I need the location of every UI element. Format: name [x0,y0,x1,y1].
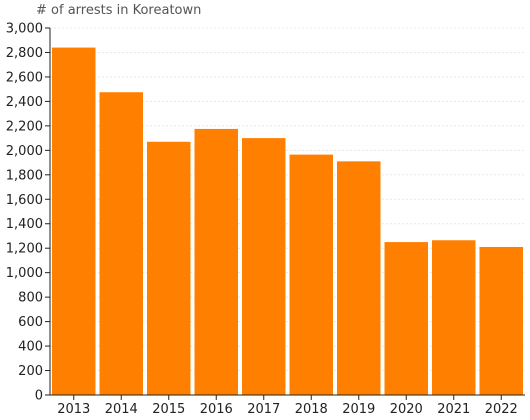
x-tick-label: 2021 [437,402,470,417]
y-tick-label: 1,800 [6,168,43,183]
y-tick-label: 2,000 [6,144,43,159]
x-tick-label: 2019 [342,402,375,417]
y-tick-label: 1,600 [6,193,43,208]
y-tick-label: 800 [18,291,43,306]
x-tick-label: 2015 [152,402,185,417]
y-tick-label: 1,000 [6,266,43,281]
y-tick-label: 0 [35,389,43,404]
y-tick-label: 600 [18,315,43,330]
bar-2022 [479,246,523,395]
x-tick-label: 2018 [295,402,328,417]
gridlines [50,27,525,372]
y-tick-label: 400 [18,340,43,355]
axes [49,28,525,396]
y-tick-label: 200 [18,364,43,379]
x-axis-ticks: 2013 2014 2015 2016 2017 2018 2019 2020 2021 2022 [57,395,518,417]
y-tick-label: 1,200 [6,242,43,257]
y-tick-label: 3,000 [6,22,43,37]
y-tick-label: 2,400 [6,95,43,110]
y-tick-label: 2,800 [6,46,43,61]
y-tick-label: 2,600 [6,70,43,85]
bar-2014 [99,92,143,395]
y-tick-label: 1,400 [6,217,43,232]
x-tick-label: 2017 [247,402,280,417]
x-tick-label: 2016 [200,402,233,417]
bar-2015 [147,141,191,395]
chart-title: # of arrests in Koreatown [36,3,202,18]
bar-2019 [337,161,381,395]
x-tick-label: 2022 [485,402,518,417]
x-tick-label: 2014 [105,402,138,417]
bar-2018 [289,154,333,395]
y-tick-label: 2,200 [6,119,43,134]
bar-2013 [52,47,96,395]
x-tick-label: 2020 [390,402,423,417]
bar-2021 [432,240,476,395]
bar-2020 [384,242,428,395]
bar-2016 [194,128,238,396]
bar-2017 [242,138,286,395]
bars [52,47,523,396]
y-axis-ticks: 0 200 400 600 800 1,000 1,200 1,400 1,600 1,800 2,… [6,22,50,404]
x-tick-label: 2013 [57,402,90,417]
